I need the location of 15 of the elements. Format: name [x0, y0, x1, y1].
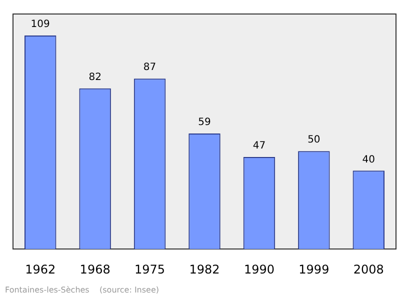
data-label: 109: [30, 19, 50, 30]
data-label: 82: [88, 72, 102, 84]
x-tick-label: 1999: [298, 262, 330, 276]
x-tick-label: 1962: [25, 262, 56, 276]
x-tick-label: 1982: [189, 262, 220, 276]
data-label: 40: [362, 154, 376, 166]
data-label: 87: [143, 62, 156, 74]
data-label: 50: [308, 134, 320, 146]
x-tick-label: 2008: [353, 262, 384, 276]
text: Fontaines-les-Sèches (source: Insee): [5, 285, 160, 294]
x-tick-label: 1975: [134, 262, 166, 276]
x-tick-label: 1968: [80, 262, 110, 276]
data-label: 47: [252, 140, 266, 152]
x-tick-label: 1990: [244, 262, 274, 276]
data-label: 59: [198, 117, 211, 128]
